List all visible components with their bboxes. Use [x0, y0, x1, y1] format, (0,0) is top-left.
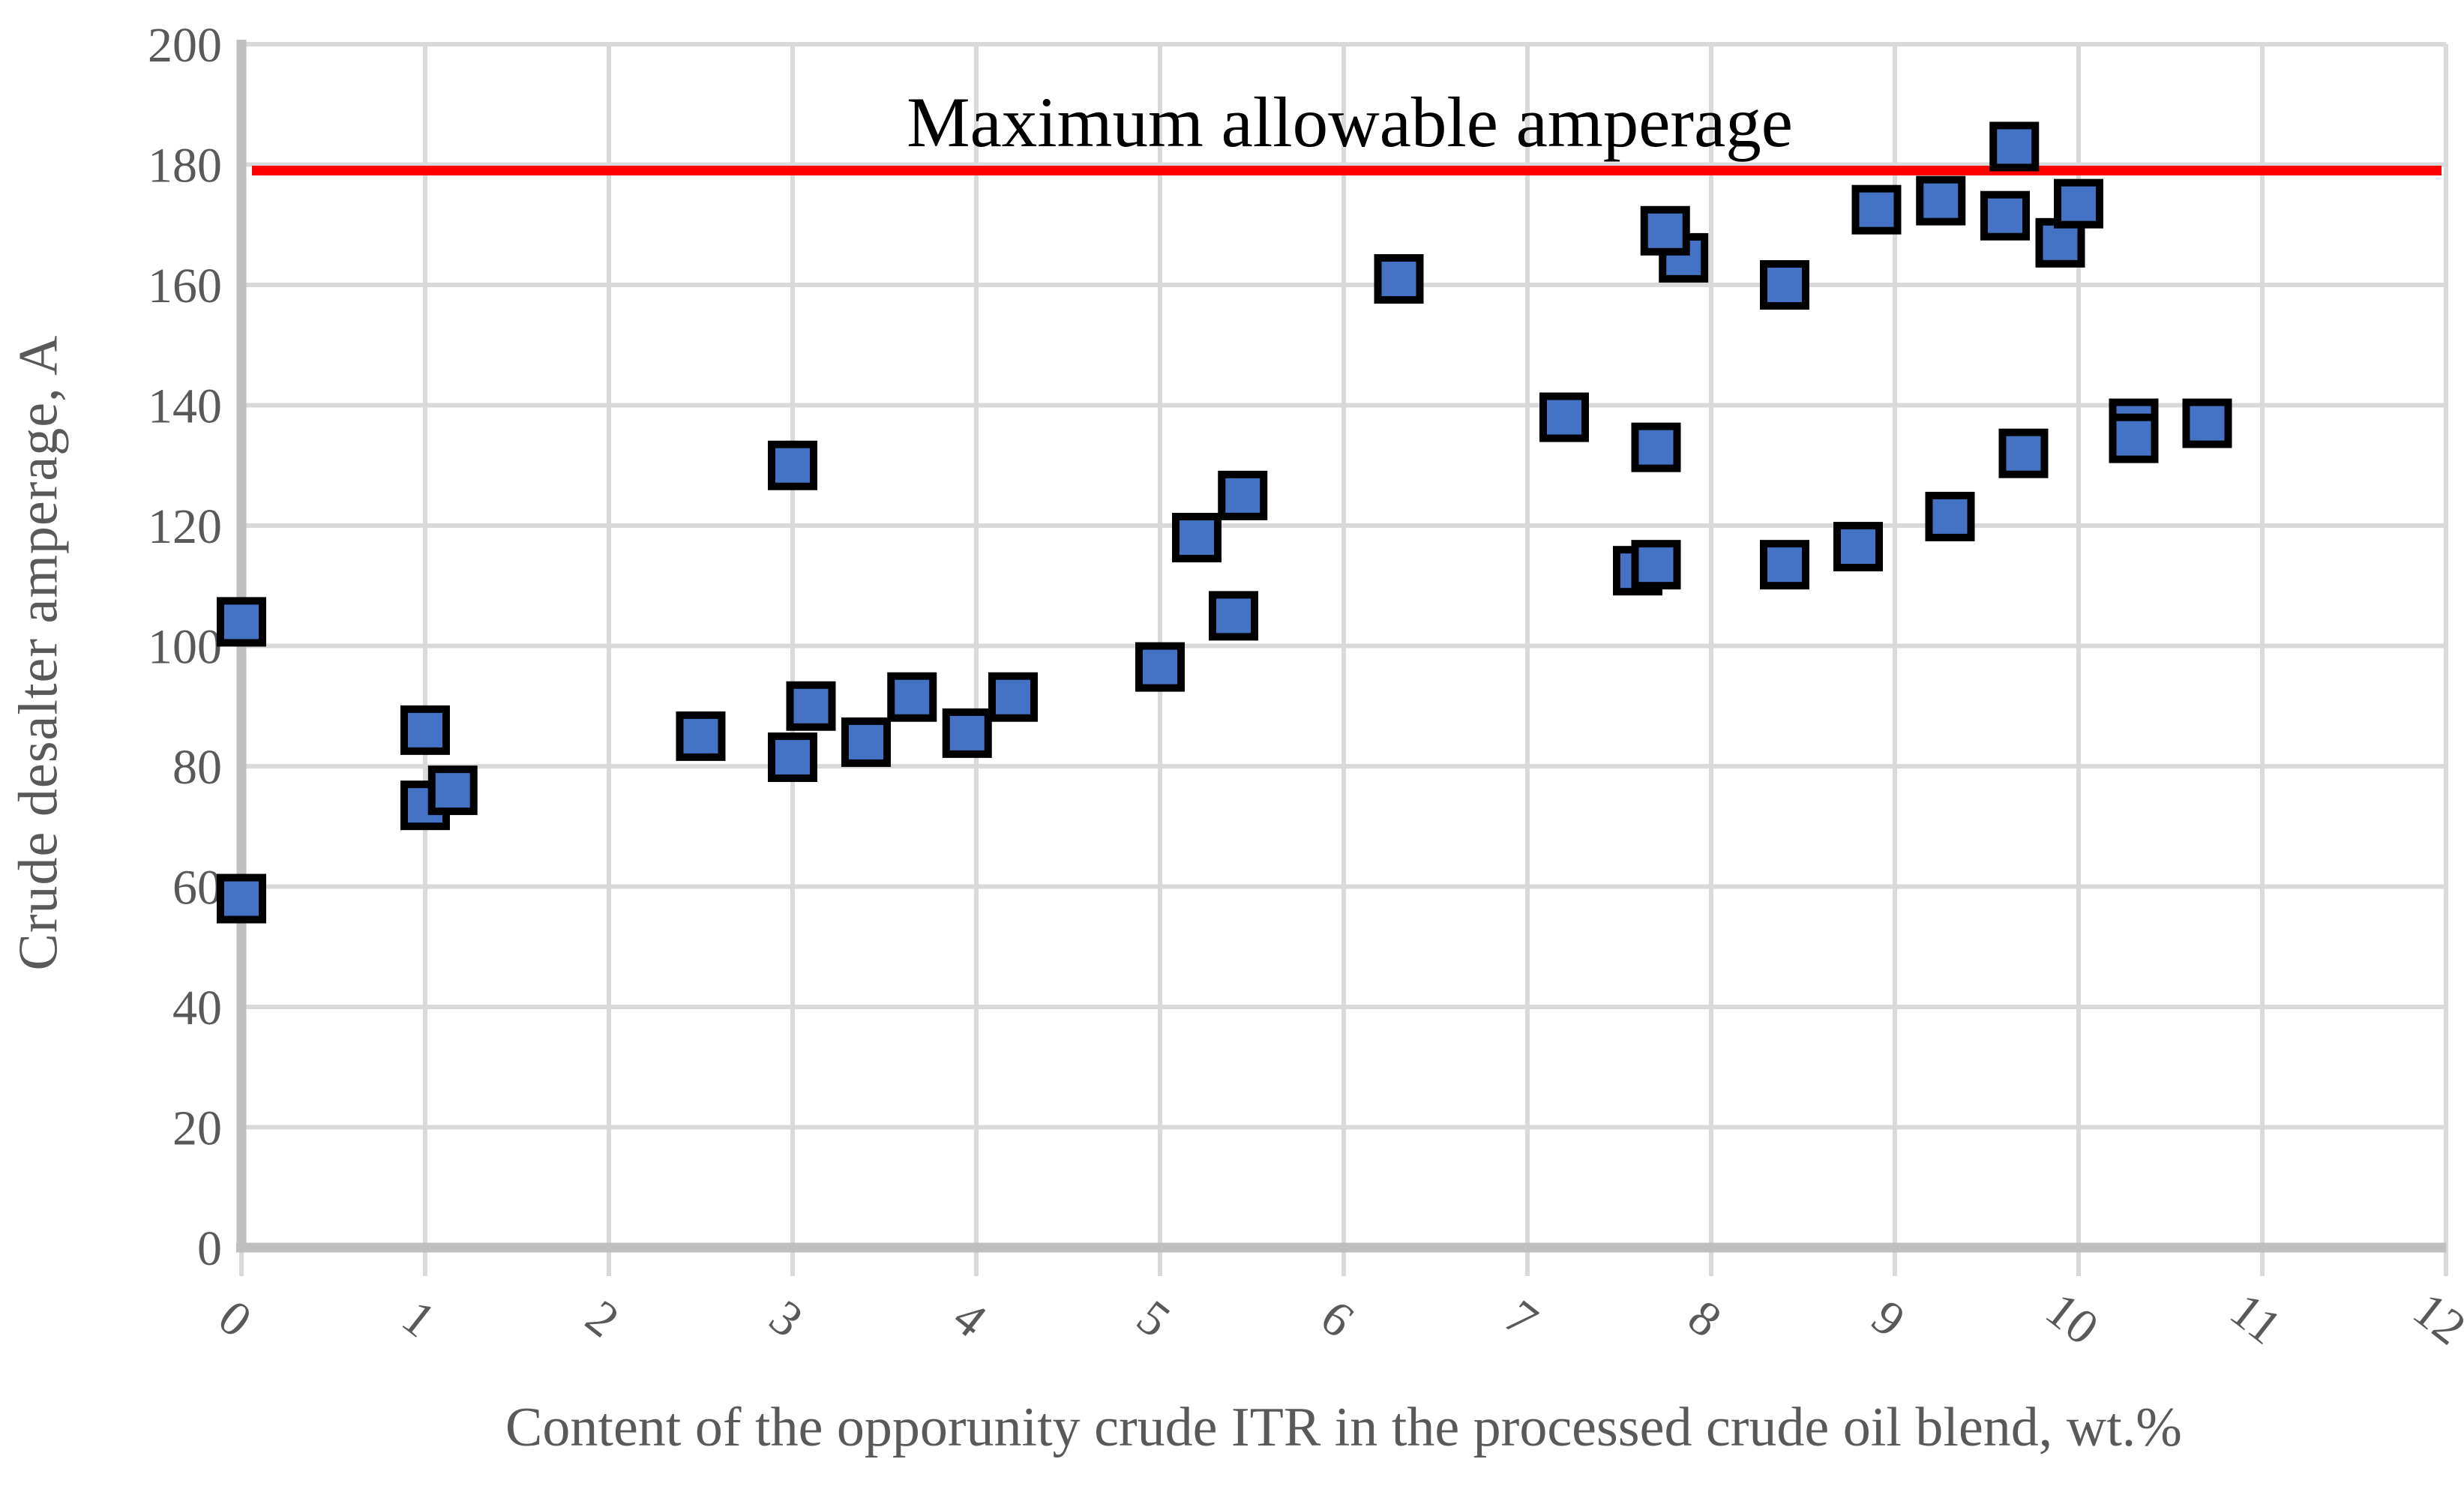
data-point-marker — [676, 711, 726, 761]
data-point-marker — [427, 765, 478, 816]
x-tick-label: 5 — [1127, 1290, 1180, 1348]
data-point-marker — [1916, 175, 1966, 226]
data-point-marker — [400, 705, 450, 755]
data-point-marker — [1833, 522, 1883, 572]
y-tick-label: 40 — [172, 981, 222, 1035]
data-point-marker — [768, 732, 817, 782]
x-tick-label: 11 — [2220, 1283, 2292, 1356]
y-tick-label: 80 — [172, 740, 222, 795]
x-tick-label: 3 — [760, 1290, 813, 1348]
data-point-marker — [1172, 513, 1222, 563]
y-tick-label: 60 — [172, 861, 222, 915]
y-tick-label: 140 — [148, 379, 222, 434]
data-point-marker — [841, 717, 891, 767]
data-point-marker — [1640, 205, 1690, 256]
x-tick-label: 0 — [208, 1290, 262, 1348]
x-tick-label: 4 — [943, 1290, 997, 1348]
data-point-marker — [217, 873, 266, 924]
y-tick-label: 200 — [148, 18, 222, 73]
x-tick-label: 7 — [1494, 1290, 1548, 1348]
data-point-marker — [786, 681, 836, 731]
y-tick-label: 160 — [148, 259, 222, 313]
x-tick-label: 1 — [392, 1290, 445, 1348]
data-point-marker — [217, 597, 266, 647]
data-point-marker — [2182, 398, 2232, 448]
data-point-marker — [1631, 540, 1681, 590]
x-axis-title: Content of the opporunity crude ITR in t… — [505, 1397, 2182, 1458]
data-point-marker — [1760, 260, 1809, 310]
data-point-marker — [1998, 428, 2049, 478]
data-point-marker — [768, 440, 817, 490]
x-tick-label: 6 — [1311, 1290, 1364, 1348]
data-point-marker — [1374, 253, 1424, 304]
data-point-marker — [1980, 190, 2030, 241]
data-point-marker — [1209, 591, 1258, 641]
x-tick-label: 2 — [576, 1290, 629, 1348]
data-point-marker — [1631, 422, 1681, 472]
x-tick-label: 10 — [2036, 1282, 2109, 1356]
y-tick-label: 20 — [172, 1101, 222, 1156]
data-point-marker — [1989, 121, 2040, 172]
y-tick-label: 100 — [148, 620, 222, 675]
data-point-marker — [1851, 184, 1902, 235]
x-tick-label: 8 — [1678, 1290, 1731, 1348]
data-point-marker — [1135, 642, 1185, 692]
data-point-marker — [942, 708, 992, 758]
max-allowable-amperage-label: Maximum allowable amperage — [907, 82, 1793, 162]
x-tick-label: 9 — [1862, 1290, 1915, 1348]
data-point-marker — [2109, 413, 2159, 463]
data-point-marker — [1760, 540, 1809, 590]
y-tick-label: 0 — [197, 1221, 222, 1276]
data-point-marker — [1539, 392, 1589, 442]
x-tick-label: 12 — [2403, 1282, 2464, 1356]
y-tick-label: 120 — [148, 499, 222, 554]
data-point-marker — [1218, 470, 1268, 520]
data-point-marker — [988, 672, 1038, 722]
data-point-marker — [1925, 491, 1975, 541]
y-tick-label: 180 — [148, 139, 222, 193]
data-point-marker — [2054, 178, 2103, 229]
data-point-marker — [887, 672, 937, 722]
y-axis-title: Crude desalter amperage, A — [7, 334, 70, 971]
